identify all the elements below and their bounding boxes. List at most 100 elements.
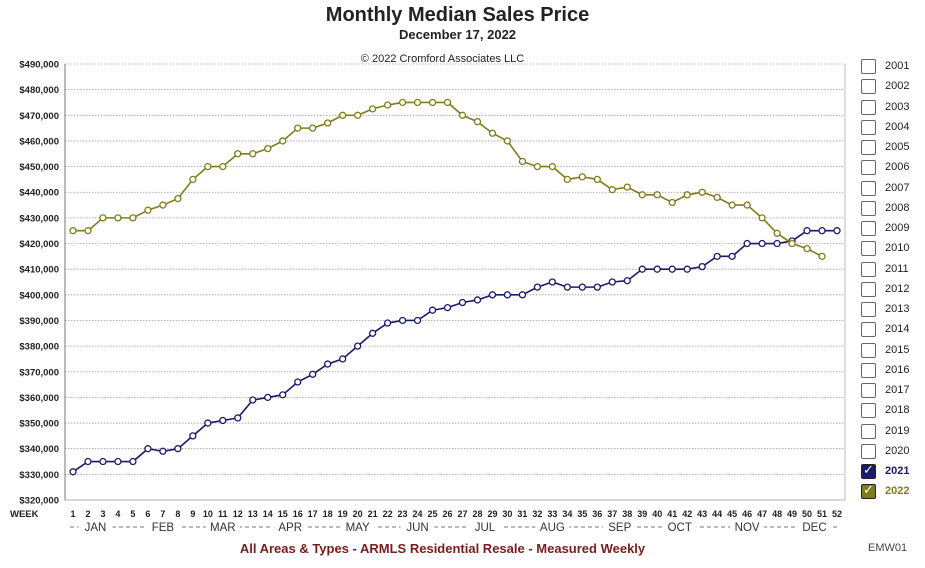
legend-label: 2009 — [885, 222, 910, 234]
legend-checkbox[interactable] — [861, 79, 876, 95]
y-tick-label: $440,000 — [19, 188, 59, 199]
data-point-2021 — [758, 239, 766, 248]
x-tick-label: 45 — [727, 509, 737, 519]
legend-item-2020[interactable]: 2020 — [861, 443, 921, 463]
legend-item-2004[interactable]: 2004 — [861, 119, 921, 139]
legend-item-2007[interactable]: 2007 — [861, 180, 921, 200]
legend-checkbox[interactable] — [861, 241, 876, 257]
legend-checkbox[interactable] — [861, 221, 876, 236]
data-point-2022 — [249, 150, 257, 158]
legend-label: 2022 — [885, 485, 910, 498]
data-point-2021 — [249, 396, 257, 404]
legend-checkbox[interactable] — [861, 261, 876, 277]
x-tick-label: 12 — [233, 509, 243, 519]
legend-checkbox[interactable]: ✓ — [861, 462, 876, 479]
legend-checkbox[interactable] — [861, 423, 876, 439]
legend-item-2002[interactable]: 2002 — [861, 78, 921, 98]
month-label-bg — [797, 519, 832, 534]
x-tick-label: 5 — [130, 509, 135, 519]
copyright-notice: © 2022 Cromford Associates LLC — [360, 53, 525, 65]
x-tick-label: 31 — [517, 509, 527, 519]
legend-label: 2013 — [885, 303, 910, 315]
legend-checkbox[interactable] — [861, 200, 876, 216]
legend-item-2018[interactable]: 2018 — [861, 402, 921, 422]
data-point-2021 — [368, 329, 377, 337]
month-label-bg — [400, 519, 435, 534]
data-point-2022 — [413, 98, 422, 107]
legend-checkbox[interactable]: ✓ — [861, 482, 876, 500]
legend-checkbox[interactable] — [861, 322, 876, 338]
legend-item-2012[interactable]: 2012 — [861, 281, 921, 301]
legend-checkbox[interactable] — [861, 302, 876, 317]
data-point-2021 — [503, 291, 512, 299]
legend-item-2016[interactable]: 2016 — [861, 362, 921, 382]
legend-item-2019[interactable]: 2019 — [861, 423, 921, 443]
data-point-2021 — [488, 291, 497, 299]
legend-checkbox[interactable] — [861, 140, 876, 155]
legend-item-2001[interactable]: 2001 — [861, 58, 921, 78]
month-label: DEC — [802, 522, 826, 534]
month-label: JUL — [475, 522, 496, 534]
x-tick-label: 21 — [368, 509, 378, 519]
legend-item-2017[interactable]: 2017 — [861, 382, 921, 402]
data-point-2022 — [458, 111, 467, 119]
month-label-bg — [205, 519, 240, 534]
data-point-2022 — [638, 191, 646, 199]
legend-checkbox[interactable] — [861, 180, 876, 196]
data-point-2021 — [803, 227, 811, 235]
legend-label: 2017 — [885, 384, 910, 396]
data-point-2021 — [533, 283, 542, 291]
legend-checkbox[interactable] — [861, 59, 876, 74]
legend-item-2014[interactable]: 2014 — [861, 321, 921, 341]
data-point-2022 — [743, 201, 751, 209]
legend-checkbox[interactable] — [861, 362, 876, 378]
data-point-2021 — [129, 457, 137, 466]
legend-label: 2011 — [885, 262, 909, 275]
legend-item-2022[interactable]: ✓ 2022 — [861, 482, 921, 503]
data-point-2022 — [189, 175, 197, 184]
legend-label: 2020 — [885, 444, 910, 457]
legend-checkbox[interactable] — [861, 403, 876, 419]
chart-footer: All Areas & Types - ARMLS Residential Re… — [239, 541, 646, 556]
legend-item-2009[interactable]: 2009 — [861, 220, 921, 240]
y-tick-label: $470,000 — [19, 111, 59, 122]
x-tick-label: 42 — [682, 509, 692, 519]
x-tick-label: 38 — [622, 509, 632, 519]
legend-item-2013[interactable]: 2013 — [861, 301, 921, 321]
data-point-2022 — [398, 98, 407, 107]
data-point-2021 — [114, 457, 122, 466]
x-tick-label: 2 — [85, 509, 90, 519]
legend-label: 2003 — [885, 100, 910, 113]
x-tick-label: 51 — [817, 509, 827, 519]
legend-checkbox[interactable] — [861, 119, 876, 135]
x-tick-label: 48 — [772, 509, 782, 519]
legend-checkbox[interactable] — [861, 281, 876, 297]
data-point-2022 — [428, 98, 437, 107]
legend-item-2005[interactable]: 2005 — [861, 139, 921, 159]
legend-checkbox[interactable] — [861, 383, 876, 398]
x-tick-label: 15 — [278, 509, 288, 519]
legend-checkbox[interactable] — [861, 99, 876, 115]
legend-checkbox[interactable] — [861, 443, 876, 459]
legend-item-2015[interactable]: 2015 — [861, 342, 921, 362]
data-point-2021 — [353, 342, 362, 350]
legend-checkbox[interactable] — [861, 342, 876, 358]
legend-item-2011[interactable]: 2011 — [861, 261, 921, 281]
legend-label: 2001 — [885, 60, 910, 72]
legend-checkbox[interactable] — [861, 160, 876, 176]
legend-item-2010[interactable]: 2010 — [861, 240, 921, 260]
data-point-2021 — [458, 298, 467, 307]
data-point-2022 — [818, 252, 826, 261]
legend-item-2006[interactable]: 2006 — [861, 159, 921, 179]
month-label-bg — [662, 519, 697, 534]
series-line-2022 — [73, 101, 823, 258]
month-label-bg — [535, 519, 570, 534]
x-tick-label: 26 — [443, 509, 453, 519]
legend-item-2008[interactable]: 2008 — [861, 200, 921, 220]
month-label: NOV — [735, 522, 760, 534]
legend-item-2021[interactable]: ✓ 2021 — [861, 462, 921, 483]
data-point-2022 — [563, 175, 572, 184]
x-tick-label: 39 — [637, 509, 647, 519]
legend-item-2003[interactable]: 2003 — [861, 99, 921, 119]
